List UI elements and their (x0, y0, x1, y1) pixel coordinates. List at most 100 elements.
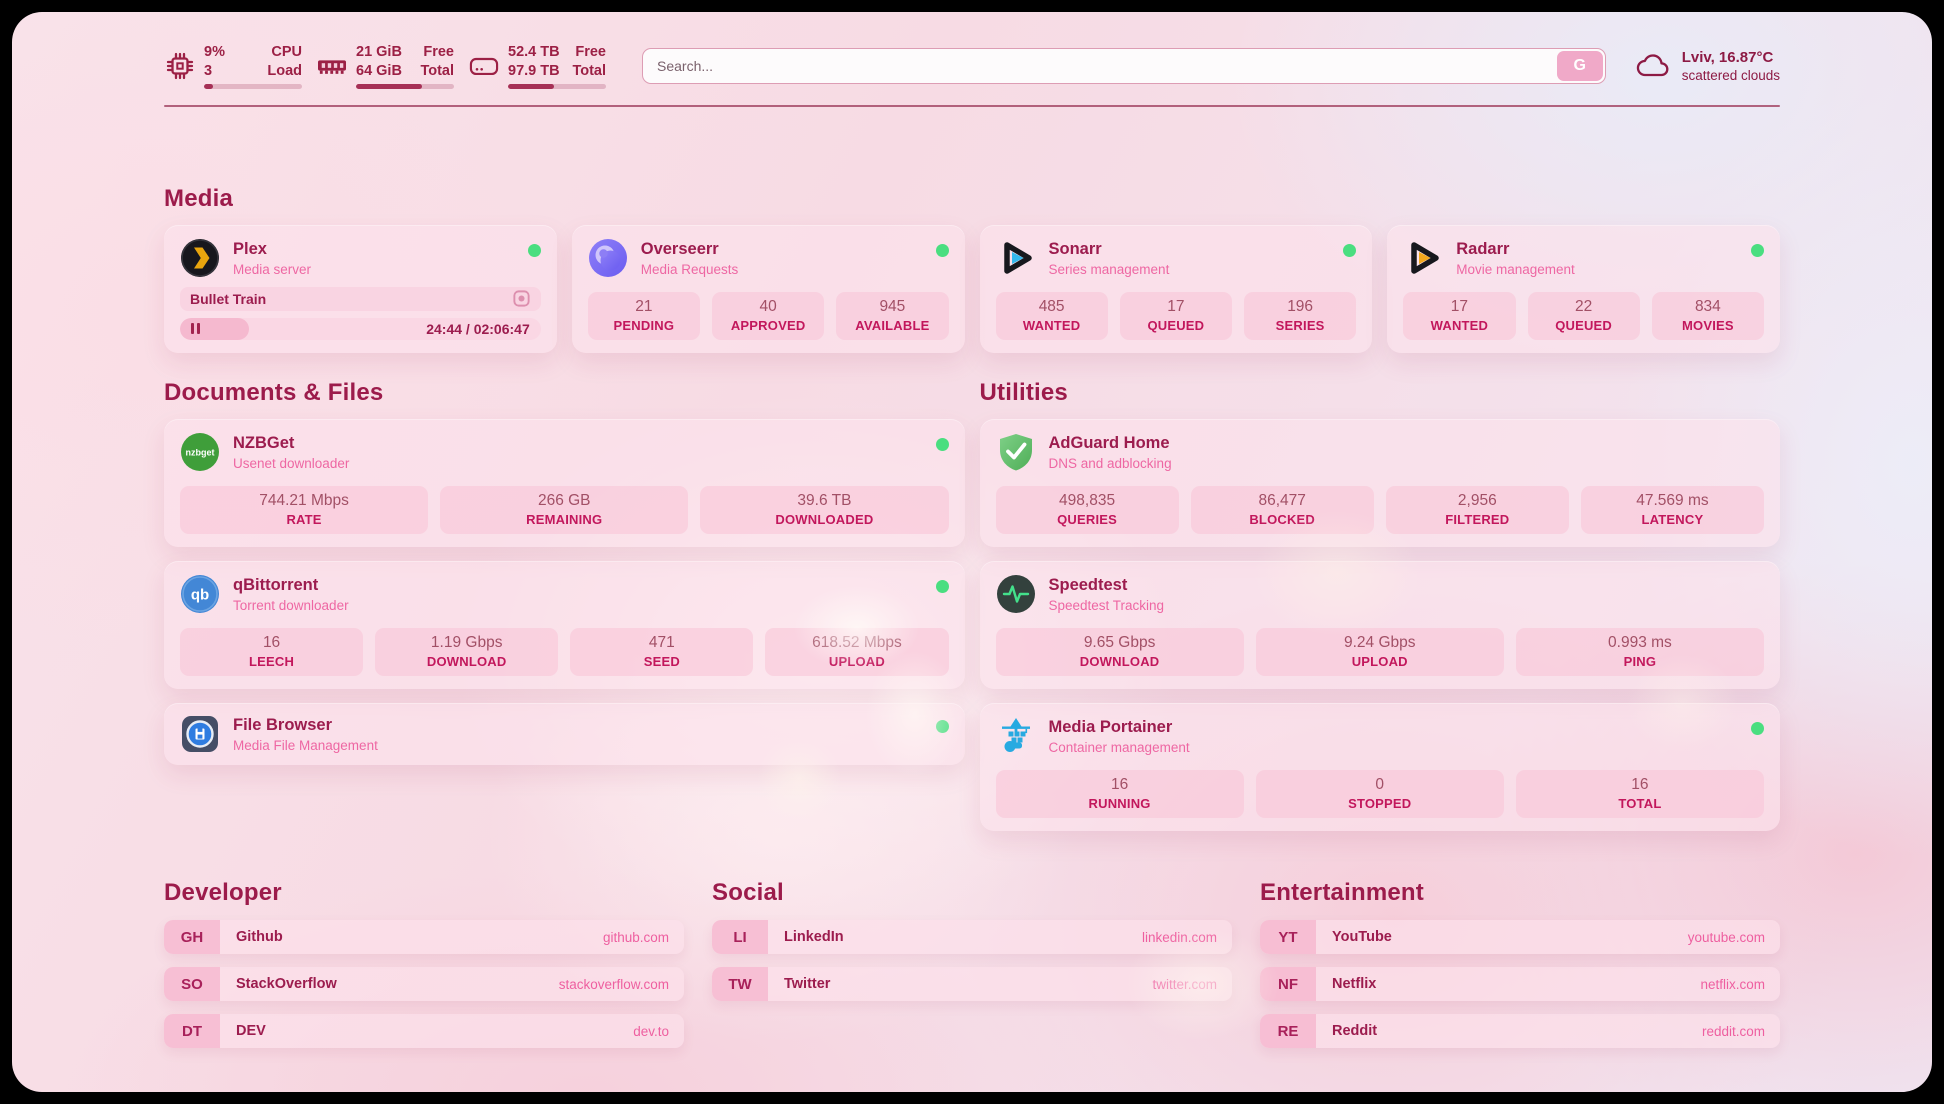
link-label: DEV (236, 1023, 266, 1039)
stat-chip: 86,477 BLOCKED (1190, 486, 1374, 534)
plex-icon (180, 238, 220, 278)
stat-value: 39.6 TB (797, 492, 852, 509)
overseerr-card[interactable]: Overseerr Media Requests 21 PENDING 40 A… (571, 225, 965, 353)
status-online-dot (935, 438, 949, 451)
documents-section-title: Documents & Files (164, 379, 384, 406)
overseerr-icon (588, 238, 628, 278)
stat-chip: 9.24 Gbps UPLOAD (1255, 628, 1504, 676)
radarr-card[interactable]: Radarr Movie management 17 WANTED 22 QUE… (1387, 225, 1780, 353)
reddit-badge-icon: RE (1260, 1014, 1316, 1048)
speedtest-card[interactable]: Speedtest Speedtest Tracking 9.65 Gbps D… (979, 561, 1780, 689)
link-twitter[interactable]: TW Twitter twitter.com (712, 967, 1232, 1001)
sonarr-card[interactable]: Sonarr Series management 485 WANTED 17 Q… (979, 225, 1373, 353)
stat-value: 40 (759, 298, 777, 315)
link-url: youtube.com (1687, 929, 1765, 945)
memory-total-value: 64 GiB (356, 62, 402, 79)
memory-widget: 21 GiB 64 GiB Free Total (316, 43, 454, 89)
status-online-dot (1751, 722, 1764, 735)
link-github[interactable]: GH Github github.com (164, 920, 684, 954)
stat-value: 47.569 ms (1636, 492, 1709, 509)
link-linkedin[interactable]: LI LinkedIn linkedin.com (712, 920, 1232, 954)
stat-value: 16 (1110, 776, 1129, 793)
section-media: Media Plex Media server (164, 185, 1780, 353)
filebrowser-card[interactable]: File Browser Media File Management (164, 703, 965, 765)
stat-label: STOPPED (1348, 796, 1412, 811)
stat-chip: 47.569 ms LATENCY (1580, 486, 1764, 534)
link-url: stackoverflow.com (558, 976, 669, 992)
qbittorrent-card[interactable]: qb qBittorrent Torrent downloader 16 LEE… (164, 561, 965, 689)
link-stackoverflow[interactable]: SO StackOverflow stackoverflow.com (164, 967, 684, 1001)
entertainment-section-title: Entertainment (1260, 879, 1424, 906)
search-engine-button[interactable]: G (1556, 51, 1603, 81)
stat-label: APPROVED (730, 318, 806, 333)
stat-chip: 21 PENDING (587, 292, 700, 340)
pause-icon[interactable] (191, 323, 201, 335)
stat-value: 471 (648, 634, 675, 651)
app-description: Series management (1048, 261, 1170, 277)
plex-card[interactable]: Plex Media server Bullet Train (164, 225, 557, 353)
stat-value: 16 (262, 634, 281, 651)
link-label: YouTube (1332, 929, 1392, 945)
memory-free-label: Free (423, 44, 454, 61)
youtube-badge-icon: YT (1260, 920, 1316, 954)
cast-icon[interactable] (512, 289, 531, 308)
app-description: Speedtest Tracking (1048, 597, 1165, 613)
stat-label: PENDING (613, 318, 675, 333)
link-reddit[interactable]: RE Reddit reddit.com (1260, 1014, 1780, 1048)
stat-chip: 834 MOVIES (1651, 292, 1764, 340)
stat-label: FILTERED (1445, 512, 1510, 527)
disk-icon (468, 50, 500, 82)
stat-value: 1.19 Gbps (430, 634, 503, 651)
stat-label: TOTAL (1618, 796, 1662, 811)
app-name: qBittorrent (233, 575, 319, 594)
weather-condition: scattered clouds (1681, 68, 1780, 83)
cpu-progress-fill (204, 83, 213, 89)
stat-chip: 9.65 Gbps DOWNLOAD (995, 628, 1244, 676)
qbittorrent-icon-text: qb (191, 587, 209, 604)
nzbget-icon: nzbget (180, 432, 220, 472)
link-dev[interactable]: DT DEV dev.to (164, 1014, 684, 1048)
status-online-dot (527, 244, 541, 257)
adguard-card[interactable]: AdGuard Home DNS and adblocking 498,835 … (979, 419, 1780, 547)
weather-widget[interactable]: Lviv, 16.87°C scattered clouds (1634, 49, 1780, 83)
app-name: Speedtest (1048, 575, 1128, 594)
link-youtube[interactable]: YT YouTube youtube.com (1260, 920, 1780, 954)
link-url: linkedin.com (1141, 929, 1217, 945)
stat-label: QUERIES (1057, 512, 1118, 527)
stat-chip: 0 STOPPED (1255, 770, 1504, 818)
playback-progress-track[interactable]: 24:44 / 02:06:47 (180, 317, 541, 340)
link-label: LinkedIn (784, 929, 844, 945)
disk-progress-fill (508, 83, 555, 89)
stat-label: WANTED (1022, 318, 1081, 333)
stat-label: DOWNLOADED (775, 512, 874, 527)
status-online-dot (935, 580, 949, 593)
stat-label: QUEUED (1555, 318, 1613, 333)
stat-label: AVAILABLE (855, 318, 930, 333)
memory-progress-fill (356, 83, 422, 89)
stat-label: SERIES (1275, 318, 1325, 333)
stat-value: 86,477 (1258, 492, 1306, 509)
stat-value: 16 (1631, 776, 1649, 793)
app-name: File Browser (233, 715, 333, 734)
link-label: Netflix (1332, 976, 1377, 992)
social-section-title: Social (712, 879, 784, 906)
sonarr-icon (996, 238, 1036, 278)
stat-value: 618.52 Mbps (812, 634, 902, 651)
link-netflix[interactable]: NF Netflix netflix.com (1260, 967, 1780, 1001)
nzbget-card[interactable]: nzbget NZBGet Usenet downloader 744.21 M… (164, 419, 965, 547)
portainer-card[interactable]: Media Portainer Container management 16 … (979, 703, 1780, 831)
stat-chip: 0.993 ms PING (1515, 628, 1764, 676)
memory-total-label: Total (420, 62, 454, 79)
stat-label: DOWNLOAD (1079, 654, 1160, 669)
stat-chip: 485 WANTED (995, 292, 1108, 340)
section-social: Social LI LinkedIn linkedin.com TW Twitt… (712, 879, 1232, 1048)
dev-badge-icon: DT (164, 1014, 220, 1048)
app-name: NZBGet (233, 433, 295, 452)
app-name: Radarr (1456, 239, 1510, 258)
stat-label: QUEUED (1147, 318, 1205, 333)
disk-total-label: Total (572, 62, 606, 79)
stat-label: RATE (286, 512, 322, 527)
search-input[interactable] (642, 48, 1606, 84)
stat-value: 17 (1450, 298, 1468, 315)
playback-time: 24:44 / 02:06:47 (426, 320, 530, 337)
